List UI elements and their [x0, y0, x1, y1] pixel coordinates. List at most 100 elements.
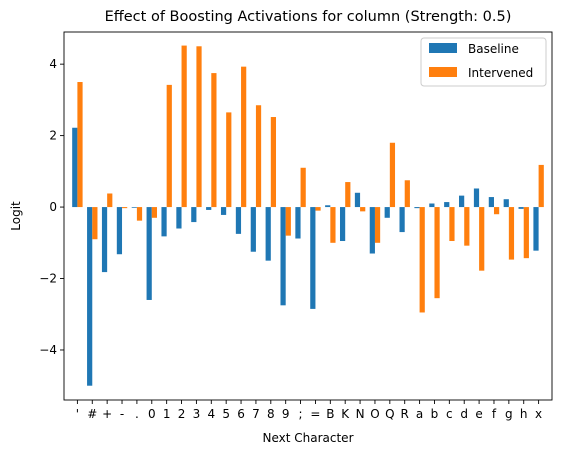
- x-tick-label: Q: [385, 407, 394, 421]
- x-tick-label: e: [475, 407, 482, 421]
- bar-baseline: [235, 207, 242, 234]
- bar-intervened: [449, 207, 455, 242]
- x-tick-label: +: [102, 407, 112, 421]
- bar-intervened: [330, 207, 336, 243]
- y-axis-label: Logit: [9, 201, 23, 231]
- x-tick-label: a: [416, 407, 423, 421]
- bars-group: [72, 45, 544, 386]
- bar-intervened: [374, 207, 381, 243]
- x-tick-label: N: [356, 407, 365, 421]
- x-tick-label: 0: [148, 407, 156, 421]
- bar-intervened: [360, 207, 366, 212]
- x-tick-label: 1: [163, 407, 171, 421]
- bar-intervened: [493, 207, 500, 215]
- bar-baseline: [250, 207, 256, 252]
- bar-baseline: [116, 207, 123, 255]
- y-tick-label: 2: [49, 129, 57, 143]
- bar-intervened: [300, 167, 306, 208]
- x-tick-label: R: [401, 407, 409, 421]
- x-tick-label: ;: [299, 407, 303, 421]
- bar-intervened: [389, 142, 396, 208]
- bar-baseline: [131, 207, 137, 208]
- bar-intervened: [122, 207, 128, 209]
- x-tick-label: b: [431, 407, 439, 421]
- bar-baseline: [429, 203, 435, 208]
- bar-baseline: [191, 207, 197, 223]
- y-tick-label: 0: [49, 200, 57, 214]
- bar-baseline: [280, 207, 286, 306]
- bar-baseline: [473, 188, 480, 208]
- legend-label-baseline: Baseline: [468, 42, 519, 56]
- bar-intervened: [211, 73, 217, 208]
- x-tick-label: 3: [193, 407, 201, 421]
- y-tick-label: −4: [39, 343, 57, 357]
- x-tick-label: x: [535, 407, 542, 421]
- x-tick-label: d: [460, 407, 468, 421]
- bar-intervened: [538, 164, 544, 208]
- bar-intervened: [255, 105, 262, 208]
- bar-intervened: [270, 117, 277, 208]
- bar-baseline: [354, 192, 361, 208]
- x-tick-label: O: [370, 407, 379, 421]
- x-tick-label: =: [310, 407, 320, 421]
- bar-baseline: [369, 207, 375, 254]
- bar-baseline: [444, 202, 450, 208]
- bar-baseline: [339, 207, 346, 242]
- x-tick-label: 9: [282, 407, 290, 421]
- bar-intervened: [404, 180, 410, 208]
- bar-baseline: [87, 207, 93, 386]
- chart-title: Effect of Boosting Activations for colum…: [105, 9, 512, 25]
- x-tick-label: #: [87, 407, 97, 421]
- bar-baseline: [176, 207, 182, 229]
- bar-baseline: [488, 197, 494, 208]
- bar-intervened: [196, 46, 202, 208]
- bar-intervened: [285, 207, 291, 236]
- bar-intervened: [464, 207, 470, 246]
- plot-frame: [63, 31, 553, 401]
- bar-baseline: [533, 207, 539, 251]
- x-tick-label: 5: [222, 407, 230, 421]
- bar-intervened: [508, 207, 515, 260]
- bar-intervened: [92, 207, 98, 240]
- bar-baseline: [161, 207, 167, 237]
- bar-baseline: [310, 207, 316, 309]
- bar-baseline: [384, 207, 390, 218]
- bar-intervened: [166, 84, 172, 208]
- bar-intervened: [77, 82, 83, 208]
- x-tick-label: .: [135, 407, 139, 421]
- bar-intervened: [107, 193, 113, 208]
- x-tick-label: 8: [267, 407, 275, 421]
- bar-baseline: [72, 127, 78, 208]
- bar-baseline: [399, 207, 405, 233]
- bar-baseline: [220, 207, 227, 215]
- bar-intervened: [434, 207, 440, 299]
- bar-baseline: [146, 207, 152, 300]
- x-tick-label: K: [341, 407, 350, 421]
- x-tick-label: c: [446, 407, 453, 421]
- x-tick-label: 4: [207, 407, 215, 421]
- x-tick-label: -: [120, 407, 124, 421]
- bar-baseline: [101, 207, 108, 273]
- bar-intervened: [345, 182, 351, 208]
- bar-intervened: [523, 207, 529, 259]
- bar-baseline: [265, 207, 271, 261]
- bar-intervened: [241, 66, 247, 208]
- bar-baseline: [206, 207, 212, 210]
- x-tick-label: 6: [237, 407, 245, 421]
- legend-swatch-baseline: [429, 43, 457, 53]
- x-tick-label: ': [76, 407, 79, 421]
- bar-intervened: [479, 207, 485, 271]
- x-tick-label: B: [326, 407, 334, 421]
- bar-intervened: [419, 207, 425, 313]
- x-tick-label: g: [505, 407, 513, 421]
- bar-intervened: [181, 45, 187, 208]
- bar-baseline: [459, 195, 465, 208]
- bar-baseline: [414, 207, 420, 209]
- bar-intervened: [151, 207, 157, 218]
- x-tick-label: f: [492, 407, 497, 421]
- bar-baseline: [295, 207, 301, 239]
- bar-baseline: [503, 199, 509, 208]
- x-tick-label: 7: [252, 407, 260, 421]
- bar-intervened: [136, 207, 143, 221]
